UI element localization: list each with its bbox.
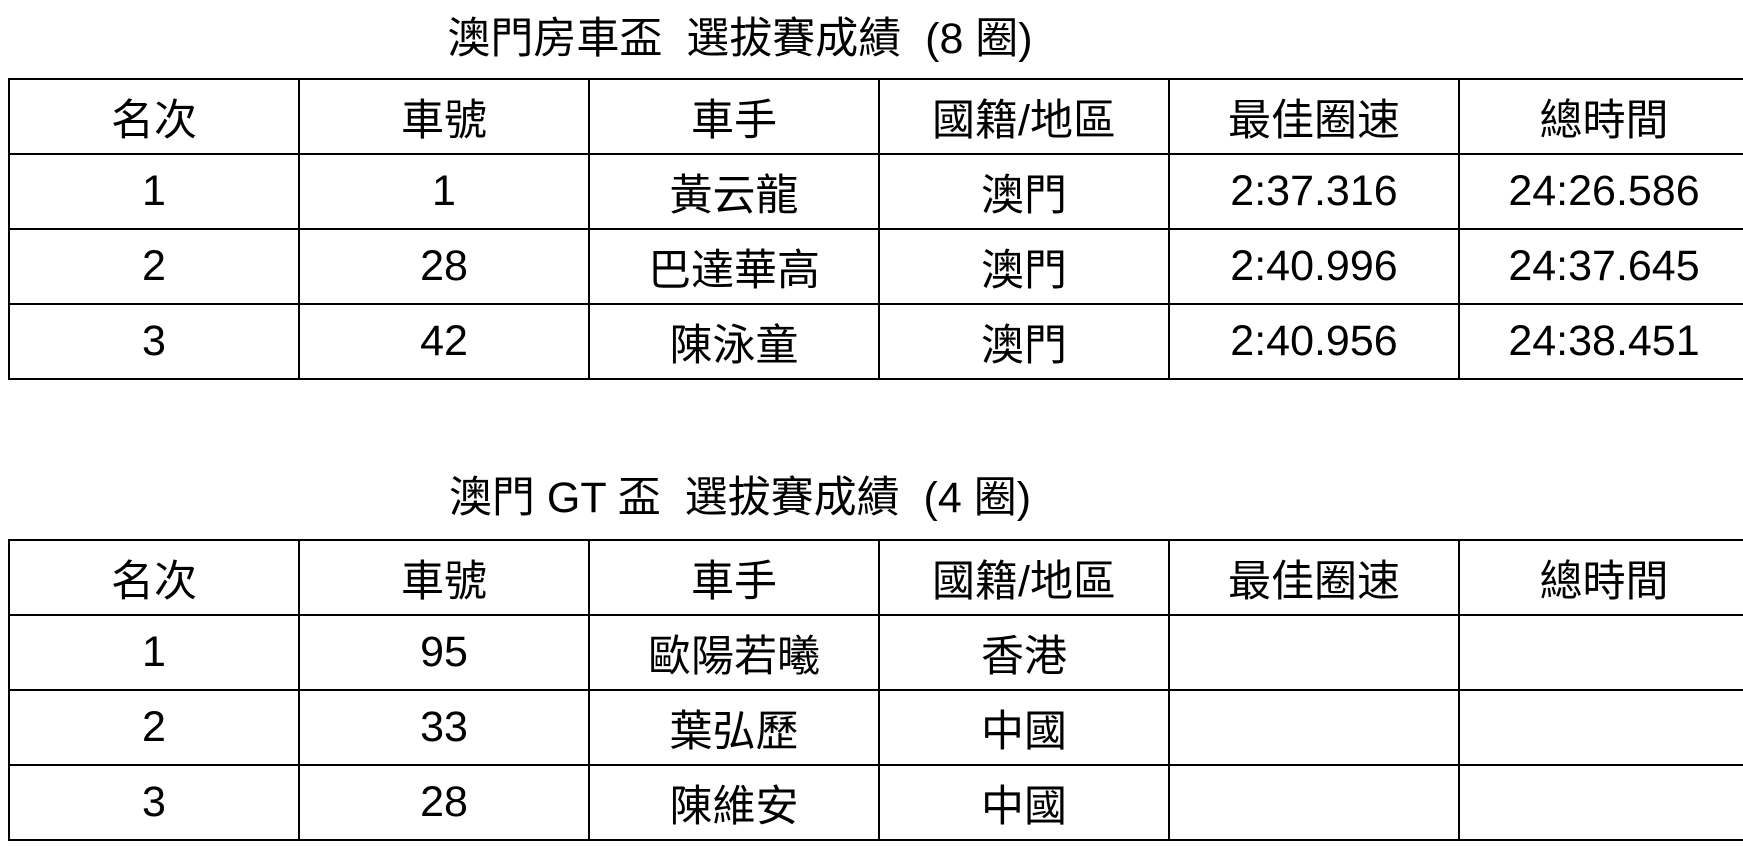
cell-best-lap <box>1168 764 1460 841</box>
cell-rank: 2 <box>8 689 300 766</box>
table-title-gt-cup: 澳門 GT 盃 選拔賽成績 (4 圈) <box>448 474 1032 522</box>
results-table-gt-cup: 名次 車號 車手 國籍/地區 最佳圈速 總時間 1 95 歐陽若曦 香港 2 3… <box>8 539 1743 841</box>
cell-driver: 巴達華高 <box>588 228 880 305</box>
cell-driver: 陳泳童 <box>588 303 880 380</box>
table-row: 3 28 陳維安 中國 <box>8 764 1743 841</box>
cell-nationality: 中國 <box>878 689 1170 766</box>
cell-best-lap: 2:40.996 <box>1168 228 1460 305</box>
cell-best-lap <box>1168 614 1460 691</box>
header-driver: 車手 <box>588 539 880 616</box>
cell-car-number: 28 <box>298 764 590 841</box>
header-driver: 車手 <box>588 78 880 155</box>
cell-total-time <box>1458 614 1743 691</box>
cell-car-number: 1 <box>298 153 590 230</box>
cell-rank: 3 <box>8 764 300 841</box>
cell-total-time <box>1458 764 1743 841</box>
cell-nationality: 中國 <box>878 764 1170 841</box>
header-nationality: 國籍/地區 <box>878 78 1170 155</box>
cell-total-time: 24:37.645 <box>1458 228 1743 305</box>
cell-rank: 3 <box>8 303 300 380</box>
cell-driver: 黃云龍 <box>588 153 880 230</box>
cell-total-time: 24:26.586 <box>1458 153 1743 230</box>
table-row: 2 33 葉弘歷 中國 <box>8 689 1743 766</box>
cell-nationality: 澳門 <box>878 153 1170 230</box>
cell-car-number: 95 <box>298 614 590 691</box>
cell-car-number: 42 <box>298 303 590 380</box>
table-row: 2 28 巴達華高 澳門 2:40.996 24:37.645 <box>8 228 1743 305</box>
cell-rank: 1 <box>8 153 300 230</box>
cell-best-lap: 2:40.956 <box>1168 303 1460 380</box>
header-row: 名次 車號 車手 國籍/地區 最佳圈速 總時間 <box>8 78 1743 155</box>
header-car-number: 車號 <box>298 78 590 155</box>
table-row: 1 1 黃云龍 澳門 2:37.316 24:26.586 <box>8 153 1743 230</box>
cell-nationality: 澳門 <box>878 228 1170 305</box>
cell-rank: 1 <box>8 614 300 691</box>
header-car-number: 車號 <box>298 539 590 616</box>
header-best-lap: 最佳圈速 <box>1168 539 1460 616</box>
cell-total-time: 24:38.451 <box>1458 303 1743 380</box>
cell-car-number: 28 <box>298 228 590 305</box>
cell-best-lap <box>1168 689 1460 766</box>
header-nationality: 國籍/地區 <box>878 539 1170 616</box>
results-table-touring-car-cup: 名次 車號 車手 國籍/地區 最佳圈速 總時間 1 1 黃云龍 澳門 2:37.… <box>8 78 1743 380</box>
cell-driver: 陳維安 <box>588 764 880 841</box>
table-title-touring-car-cup: 澳門房車盃 選拔賽成績 (8 圈) <box>447 15 1033 63</box>
header-total-time: 總時間 <box>1458 78 1743 155</box>
cell-driver: 葉弘歷 <box>588 689 880 766</box>
cell-rank: 2 <box>8 228 300 305</box>
cell-total-time <box>1458 689 1743 766</box>
header-best-lap: 最佳圈速 <box>1168 78 1460 155</box>
cell-nationality: 澳門 <box>878 303 1170 380</box>
table-row: 1 95 歐陽若曦 香港 <box>8 614 1743 691</box>
header-row: 名次 車號 車手 國籍/地區 最佳圈速 總時間 <box>8 539 1743 616</box>
cell-best-lap: 2:37.316 <box>1168 153 1460 230</box>
header-rank: 名次 <box>8 539 300 616</box>
cell-driver: 歐陽若曦 <box>588 614 880 691</box>
table-row: 3 42 陳泳童 澳門 2:40.956 24:38.451 <box>8 303 1743 380</box>
cell-nationality: 香港 <box>878 614 1170 691</box>
header-total-time: 總時間 <box>1458 539 1743 616</box>
header-rank: 名次 <box>8 78 300 155</box>
cell-car-number: 33 <box>298 689 590 766</box>
